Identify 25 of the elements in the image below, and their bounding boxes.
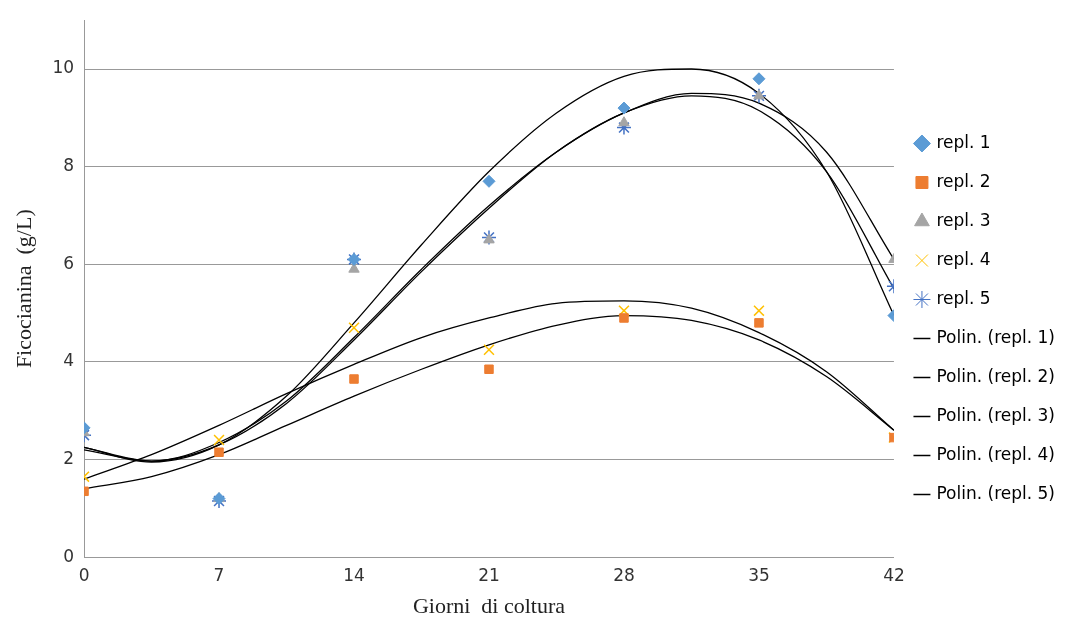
legend-label: Polin. (repl. 5) [936, 482, 1056, 503]
y-axis-title: Ficocianina (g/L) [10, 209, 36, 369]
legend-label: repl. 1 [936, 131, 991, 152]
x-tick-label: 14 [343, 564, 365, 585]
legend-label: repl. 3 [936, 209, 991, 230]
y-tick-label: 0 [63, 545, 75, 566]
legend-label: Polin. (repl. 4) [936, 443, 1056, 464]
x-tick-label: 7 [213, 564, 225, 585]
y-tick-label: 6 [63, 252, 75, 273]
x-tick-label: 0 [78, 564, 90, 585]
legend-label: repl. 2 [936, 170, 991, 191]
legend-label: Polin. (repl. 2) [936, 365, 1056, 386]
x-tick-label: 21 [478, 564, 500, 585]
legend-label: repl. 4 [936, 248, 991, 269]
legend-label: Polin. (repl. 1) [936, 326, 1056, 347]
legend-label: Polin. (repl. 3) [936, 404, 1056, 425]
y-tick-label: 8 [63, 155, 75, 176]
legend-label: repl. 5 [936, 287, 991, 308]
x-axis-title: Giorni di coltura [412, 592, 566, 618]
y-tick-label: 10 [52, 57, 75, 78]
x-tick-label: 42 [883, 564, 905, 585]
y-tick-label: 2 [63, 447, 75, 468]
y-tick-label: 4 [63, 350, 75, 371]
x-tick-label: 28 [613, 564, 635, 585]
x-tick-label: 35 [748, 564, 770, 585]
